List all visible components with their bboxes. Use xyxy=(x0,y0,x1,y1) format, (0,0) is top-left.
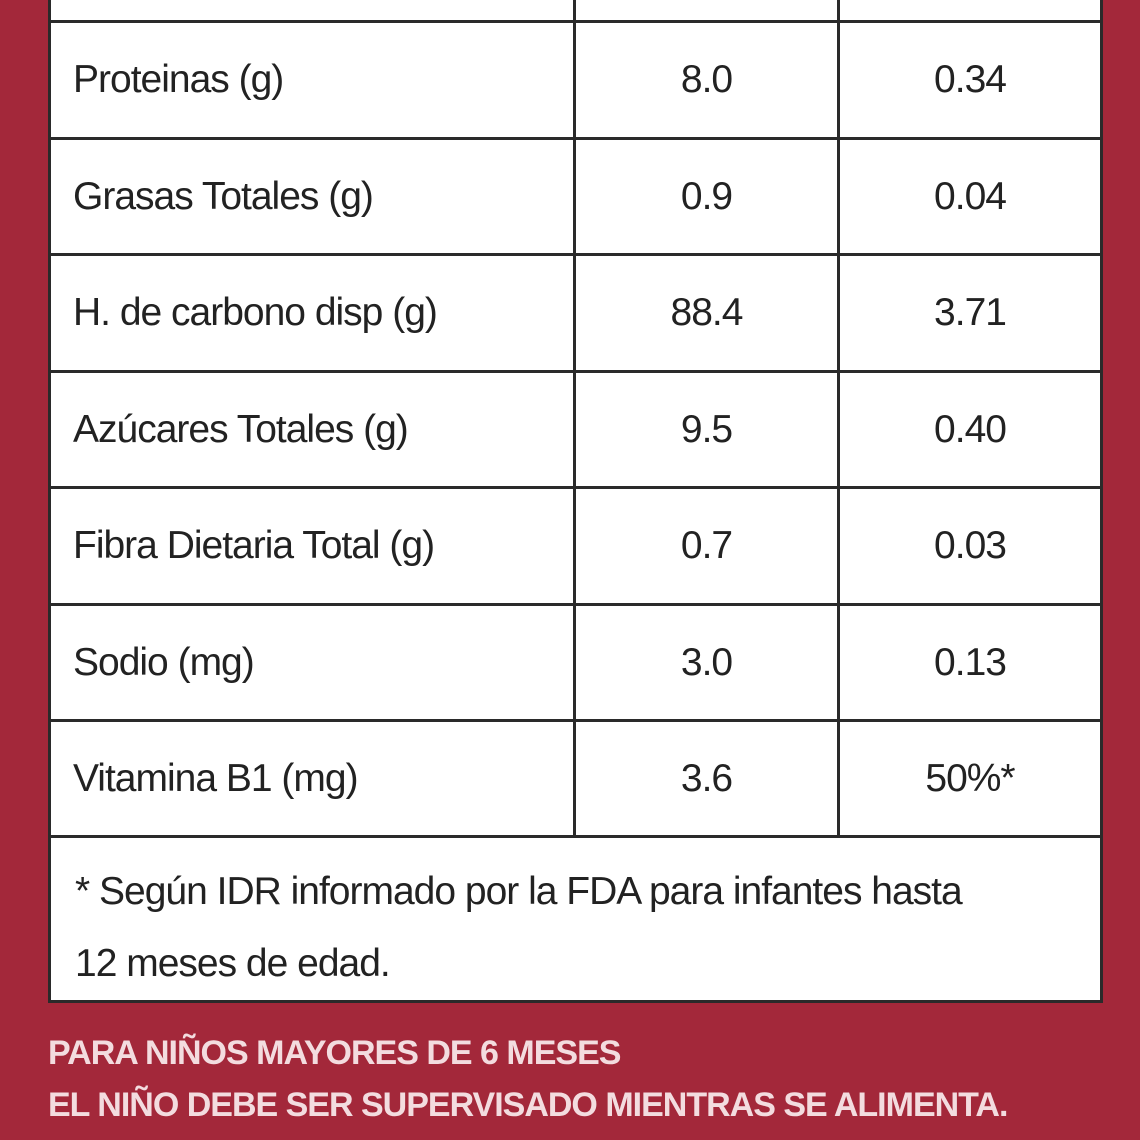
nutrient-name: Sodio (mg) xyxy=(48,602,576,723)
value-per-portion: 3.71 xyxy=(837,253,1103,373)
value-per-portion: 0.40 xyxy=(837,369,1103,490)
nutrient-name: Vitamina B1 (mg) xyxy=(48,719,576,839)
nutrient-name: Azúcares Totales (g) xyxy=(48,369,576,490)
value-per-100g: 0.9 xyxy=(573,136,840,257)
value-per-portion: 50%* xyxy=(837,719,1103,839)
value-per-100g: 8.0 xyxy=(573,20,840,140)
nutrient-name: Fibra Dietaria Total (g) xyxy=(48,486,576,606)
value-per-100g: 0.7 xyxy=(573,486,840,606)
footnote-line: 12 meses de edad. xyxy=(75,942,391,985)
value-per-portion: 0.04 xyxy=(837,136,1103,257)
value-per-100g: 3.6 xyxy=(573,719,840,839)
footnote: * Según IDR informado por la FDA para in… xyxy=(48,835,1103,1003)
nutrient-name: H. de carbono disp (g) xyxy=(48,253,576,373)
nutrient-name: Grasas Totales (g) xyxy=(48,136,576,257)
footnote-line: * Según IDR informado por la FDA para in… xyxy=(75,870,963,913)
value-per-portion: 0.34 xyxy=(837,20,1103,140)
nutrient-name: Proteinas (g) xyxy=(48,20,576,140)
warning: EL NIÑO DEBE SER SUPERVISADO MIENTRAS SE… xyxy=(48,1086,1008,1124)
warning: PARA NIÑOS MAYORES DE 6 MESES xyxy=(48,1034,621,1072)
value-per-100g: 9.5 xyxy=(573,369,840,490)
value-per-100g: 3.0 xyxy=(573,602,840,723)
value-per-portion: 0.13 xyxy=(837,602,1103,723)
value-per-portion: 0.03 xyxy=(837,486,1103,606)
value-per-100g: 88.4 xyxy=(573,253,840,373)
